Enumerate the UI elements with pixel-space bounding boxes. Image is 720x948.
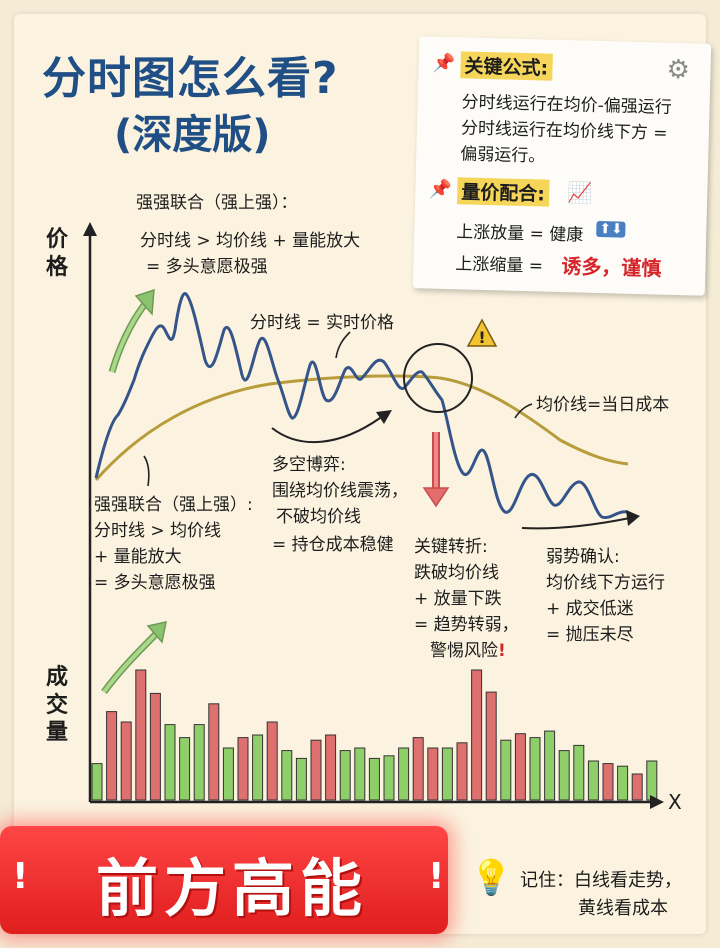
banner-right-mark: ! xyxy=(428,856,445,897)
annotation-weak-line: + 成交低迷 xyxy=(546,599,634,619)
annotation-contest-line: = 持仓成本稳健 xyxy=(272,535,394,555)
volume-bar xyxy=(179,737,191,801)
volume-bar xyxy=(106,711,118,801)
volume-bar xyxy=(368,757,380,801)
volume-bar xyxy=(631,773,643,801)
volume-bar xyxy=(587,760,599,801)
volume-bar xyxy=(412,737,424,801)
volume-bar xyxy=(441,747,453,801)
annotation-contest-title: 多空博弈: xyxy=(272,455,346,475)
warning-banner xyxy=(0,826,448,934)
volume-bar xyxy=(266,721,278,801)
annotation-realtime-line: 分时线 = 实时价格 xyxy=(250,313,395,333)
realtime-price-line xyxy=(94,292,629,520)
annotation-turning-line: 警惕风险! xyxy=(430,641,506,661)
volume-bar xyxy=(602,763,614,801)
annotation-left-line: 分时线 > 均价线 xyxy=(94,521,222,541)
volume-bar xyxy=(427,747,439,801)
volume-bar xyxy=(573,744,585,801)
volume-axis-label: 成交量 xyxy=(46,665,69,745)
tip-line-1: 记住：白线看走势， xyxy=(520,870,682,891)
banner-left-mark: ! xyxy=(12,856,29,897)
annotation-contest-line: 围绕均价线震荡， xyxy=(272,481,408,501)
banner-text: 前方高能 xyxy=(96,852,369,925)
bullish-arrowhead xyxy=(134,288,155,316)
volume-bar xyxy=(120,721,132,801)
volume-bar xyxy=(646,760,658,801)
volume-bar xyxy=(149,692,161,801)
annotation-contest-line: 不破均价线 xyxy=(276,507,361,527)
volume-bar xyxy=(354,747,366,801)
page-subtitle: (深度版) xyxy=(114,112,271,158)
volume-bar xyxy=(485,691,497,801)
volume-bar xyxy=(339,750,351,801)
annotation-turning-line: 跌破均价线 xyxy=(414,563,499,583)
volume-bar xyxy=(500,739,512,801)
volume-bar xyxy=(558,750,570,801)
pointer-curve xyxy=(143,455,150,487)
annotation-strong-title: 强强联合（强上强）： xyxy=(136,193,298,213)
annotation-turning-title: 关键转折: xyxy=(414,537,488,557)
svg-text:!: ! xyxy=(478,328,485,347)
annotation-strong-line: 分时线 > 均价线 + 量能放大 xyxy=(140,231,361,251)
pointer-curve xyxy=(514,403,533,419)
annotation-strong-line: = 多头意愿极强 xyxy=(146,257,268,277)
pointer-curve xyxy=(335,331,351,359)
volume-bar xyxy=(471,669,483,801)
annotation-average-line: 均价线=当日成本 xyxy=(536,395,670,415)
volume-bar xyxy=(529,737,541,801)
breakdown-highlight-circle xyxy=(403,343,473,413)
lightbulb-icon: 💡 xyxy=(470,858,513,898)
annotation-weak-line: 均价线下方运行 xyxy=(546,573,665,593)
volume-bar xyxy=(310,739,322,801)
average-price-line xyxy=(94,374,629,481)
time-axis-label: X xyxy=(668,790,682,814)
annotation-left-title: 强强联合（强上强）: xyxy=(94,495,253,515)
time-axis-arrowhead xyxy=(650,795,664,809)
weak-trend-arrow xyxy=(521,517,631,530)
volume-bar xyxy=(456,742,468,801)
volume-bar xyxy=(398,747,410,801)
page-title: 分时图怎么看? xyxy=(42,53,339,104)
volume-bar xyxy=(164,724,176,801)
weak-trend-arrowhead xyxy=(626,510,640,526)
annotation-weak-line: = 抛压未尽 xyxy=(546,625,634,645)
volume-bar xyxy=(514,733,526,801)
volume-bar xyxy=(135,669,147,801)
price-axis-label: 价格 xyxy=(46,227,69,280)
breakdown-arrowhead xyxy=(422,487,450,508)
volume-bar xyxy=(325,734,337,801)
oscillation-arrow xyxy=(271,417,381,444)
volume-bar xyxy=(383,755,395,801)
annotation-turning-line: + 放量下跌 xyxy=(414,589,502,609)
bullish-arrow xyxy=(110,298,150,373)
volume-bar xyxy=(222,747,234,801)
volume-up-arrowhead xyxy=(146,621,167,644)
volume-bar xyxy=(91,763,103,801)
annotation-left-line: = 多头意愿极强 xyxy=(94,573,216,593)
volume-bar xyxy=(237,737,249,801)
annotation-weak-title: 弱势确认: xyxy=(546,547,620,567)
volume-bar xyxy=(617,765,629,801)
volume-bar xyxy=(252,734,264,801)
volume-bar xyxy=(544,730,556,801)
annotation-left-line: + 量能放大 xyxy=(94,547,182,567)
tip-line-2: 黄线看成本 xyxy=(578,898,668,919)
volume-bar xyxy=(295,757,307,801)
volume-up-arrow xyxy=(102,630,160,694)
warning-icon xyxy=(466,318,498,347)
oscillation-arrowhead xyxy=(376,410,392,424)
volume-bar xyxy=(193,724,205,801)
volume-bars xyxy=(91,669,658,801)
price-axis-arrowhead xyxy=(83,222,97,236)
volume-bar xyxy=(208,703,220,801)
turning-warning-mark: ! xyxy=(498,641,506,661)
annotation-turning-line: = 趋势转弱， xyxy=(414,615,519,635)
volume-bar xyxy=(281,750,293,801)
